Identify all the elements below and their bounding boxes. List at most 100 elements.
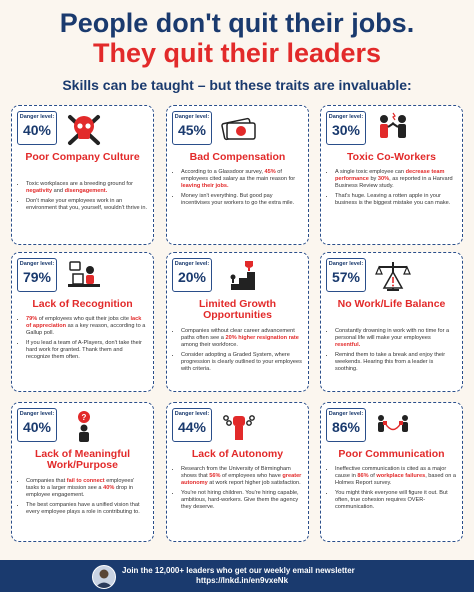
body-text: Ineffective communication is cited as a … [335,466,447,479]
card-lack-of-meaningful-work-purpose: Danger level: 40%? Lack of Meaningful Work… [11,402,154,542]
card-lack-of-recognition: Danger level: 79% Lack of Recognition 79% o… [11,252,154,392]
danger-level-value: 40% [22,419,52,435]
card-title: Bad Compensation [189,151,286,163]
body-text: of employees who have [220,473,283,479]
danger-level-label: Danger level: [174,261,210,267]
card-title: Poor Communication [338,448,445,460]
newsletter-link[interactable]: https://lnkd.in/en9vxeNk [196,576,289,585]
danger-level-badge: Danger level: 44% [172,408,212,442]
card-poor-company-culture: Danger level: 40% Poor Company Culture Toxi… [11,105,154,245]
card-title: Toxic Co-Workers [347,151,436,163]
highlight-text: negativity [26,188,53,194]
bullet-item: That's huge. Leaving a rotten apple in y… [335,193,457,207]
card-title: No Work/Life Balance [337,298,446,310]
body-text: employees' tasks to a larger mission see… [26,478,135,491]
bullet-item: A single toxic employee can decrease tea… [335,169,457,190]
danger-level-badge: Danger level: 20% [172,258,212,292]
body-text: The best companies have a unified vision… [26,502,140,515]
body-text: You might think everyone will figure it … [335,490,448,510]
danger-level-label: Danger level: [174,411,210,417]
bullet-item: Money isn't everything. But good pay inc… [181,193,303,207]
arguing-people-icon [373,111,413,147]
highlight-text: disengagement. [64,188,108,194]
danger-level-badge: Danger level: 40% [17,111,57,145]
body-text: That's huge. Leaving a rotten apple in y… [335,193,451,206]
body-text: and [52,188,65,194]
body-text: You're not hiring children. You're hirin… [181,490,299,510]
body-text: Consider adopting a Graded System, where… [181,352,302,372]
card-lack-of-autonomy: Danger level: 44% Lack of Autonomy Research… [166,402,309,542]
bullet-item: Remind them to take a break and enjoy th… [335,352,457,373]
danger-level-value: 86% [331,419,361,435]
body-text: at work report higher job satisfaction. [207,480,301,486]
bullet-item: Toxic workplaces are a breeding ground f… [26,181,148,195]
card-bullets: Ineffective communication is cited as a … [327,466,457,514]
danger-level-label: Danger level: [19,261,55,267]
card-title: Lack of Autonomy [191,448,284,460]
danger-level-value: 30% [331,122,361,138]
danger-level-value: 44% [177,419,207,435]
body-text: among their workforce. [181,342,238,348]
body-text: Constantly drowning in work with no time… [335,328,450,341]
footer-banner: Join the 12,000+ leaders who get our wee… [0,560,474,592]
money-bills-icon [219,111,259,147]
body-text: as a key reason, according to a Gallup p… [26,323,146,336]
danger-level-value: 57% [331,269,361,285]
card-title: Poor Company Culture [25,151,140,163]
body-text: Companies that [26,478,67,484]
card-title: Limited Growth Opportunities [199,298,276,321]
svg-text:?: ? [82,413,87,422]
body-text: Research from the University of Birmingh… [181,466,291,479]
worker-at-desk-icon [64,258,104,294]
danger-level-value: 45% [177,122,207,138]
card-poor-communication: Danger level: 86% Poor Communication Ineffe… [320,402,463,542]
highlight-text: lack of appreciation [26,316,142,329]
danger-level-badge: Danger level: 40% [17,408,57,442]
body-text: Money isn't everything. But good pay inc… [181,193,295,206]
body-text: drop in employee engagement. [26,485,133,498]
newsletter-text: Join the 12,000+ leaders who get our wee… [122,566,355,575]
highlight-text: 56% [209,473,221,479]
card-bullets: A single toxic employee can decrease tea… [327,169,457,210]
card-bullets: Companies without clear career advanceme… [173,328,303,376]
danger-level-label: Danger level: [328,114,364,120]
card-limited-growth-opportunities: Danger level: 20% Limited Growth Opportuni… [166,252,309,392]
bullet-item: Companies that fail to connect employees… [26,478,148,499]
danger-level-value: 20% [177,269,207,285]
danger-level-badge: Danger level: 30% [326,111,366,145]
body-text: If you lead a team of A-Players, don't t… [26,340,142,360]
highlight-text: 20% higher resignation rate [225,335,299,341]
body-text: Toxic workplaces are a breeding ground f… [26,181,133,187]
bullet-item: 79% of employees who quit their jobs cit… [26,316,148,337]
scale-warning-icon [373,258,413,294]
avatar [92,565,116,589]
headline-line-2: They quit their leaders [92,38,382,68]
raised-fist-chains-icon [219,408,259,444]
subtitle: Skills can be taught – but these traits … [62,77,412,93]
body-text: , based on a Holmes Report survey. [335,473,456,486]
thinking-person-icon: ? [64,408,104,444]
danger-level-value: 79% [22,269,52,285]
card-bullets: Toxic workplaces are a breeding ground f… [18,181,148,215]
bullet-item: According to a Glassdoor survey, 45% of … [181,169,303,190]
danger-level-value: 40% [22,122,52,138]
card-title: Lack of Recognition [32,298,133,310]
danger-level-badge: Danger level: 86% [326,408,366,442]
skull-crossbones-icon [64,111,104,147]
card-bullets: Companies that fail to connect employees… [18,478,148,519]
bullet-item: The best companies have a unified vision… [26,502,148,516]
danger-level-badge: Danger level: 57% [326,258,366,292]
danger-level-badge: Danger level: 79% [17,258,57,292]
highlight-text: 86% [357,473,369,479]
highlight-text: 30% [377,176,390,182]
body-text: A single toxic employee can [335,169,406,175]
headline-line-1: People don't quit their jobs. [59,8,415,38]
highlight-text: decrease team performance [335,169,445,182]
bullet-item: Research from the University of Birmingh… [181,466,303,487]
body-text: of [368,473,377,479]
danger-level-label: Danger level: [328,411,364,417]
body-text: of employees cited salary as the main re… [181,169,296,182]
card-toxic-co-workers: Danger level: 30% Toxic Co-Workers A single… [320,105,463,245]
highlight-text: 79% [26,316,38,322]
